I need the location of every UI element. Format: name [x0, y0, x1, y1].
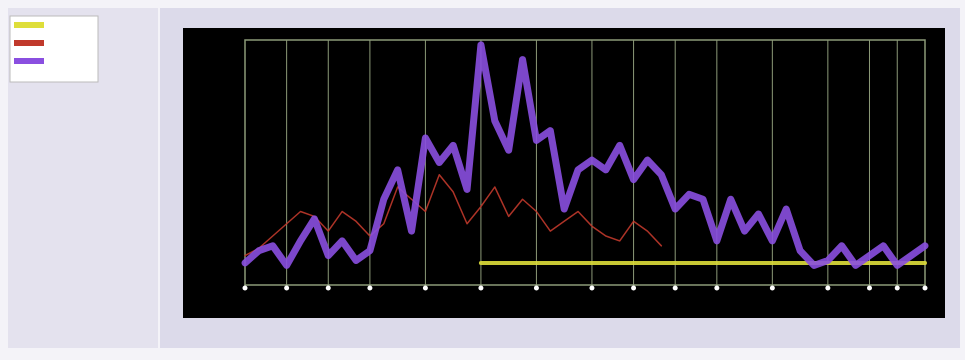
x-tick-mark — [422, 285, 428, 291]
x-tick-mark — [589, 285, 595, 291]
x-tick-mark — [825, 285, 831, 291]
legend-swatch — [14, 40, 44, 46]
legend-swatch — [14, 58, 44, 64]
legend-swatch — [14, 22, 44, 28]
x-tick-mark — [714, 285, 720, 291]
x-tick-mark — [242, 285, 248, 291]
x-tick-mark — [325, 285, 331, 291]
x-tick-mark — [769, 285, 775, 291]
x-tick-mark — [894, 285, 900, 291]
x-tick-mark — [478, 285, 484, 291]
x-tick-mark — [866, 285, 872, 291]
series-line — [241, 41, 929, 269]
x-tick-mark — [533, 285, 539, 291]
x-tick-mark — [284, 285, 290, 291]
x-tick-mark — [672, 285, 678, 291]
x-tick-mark — [922, 285, 928, 291]
plot-background — [183, 28, 945, 318]
x-tick-mark — [367, 285, 373, 291]
x-tick-mark — [631, 285, 637, 291]
